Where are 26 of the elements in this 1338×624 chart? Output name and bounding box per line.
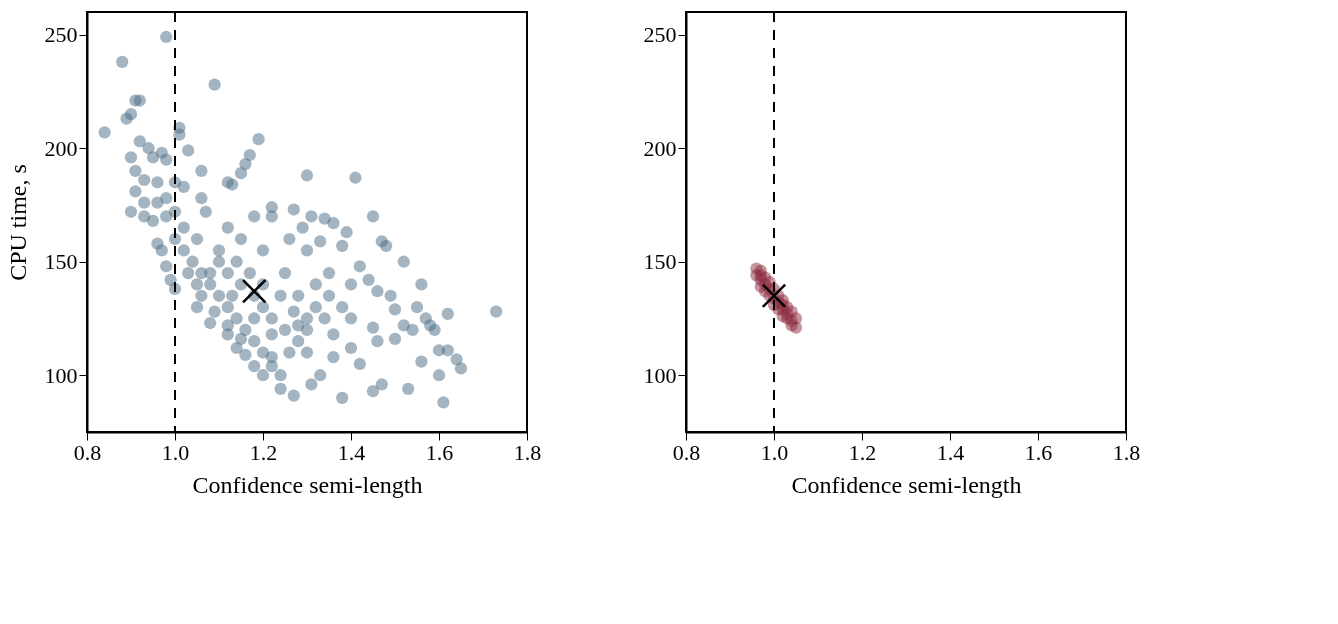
x-tick-label: 0.8: [672, 439, 701, 465]
point: [754, 269, 767, 282]
y-tick-label: 200: [44, 135, 78, 161]
y-tick-label: 250: [44, 22, 78, 48]
x-tick-label: 1.0: [760, 439, 789, 465]
x-tick-label: 1.2: [848, 439, 877, 465]
x-tick-label: 0.8: [73, 439, 102, 465]
x-tick-label: 1.4: [936, 439, 965, 465]
x-tick-label: 1.6: [425, 439, 454, 465]
x-tick-label: 1.0: [161, 439, 190, 465]
y-tick-label: 200: [643, 135, 677, 161]
x-tick-label: 1.2: [249, 439, 278, 465]
y-axis-title: CPU time, s: [4, 164, 31, 281]
y-tick-label: 100: [44, 362, 78, 388]
point: [789, 321, 803, 334]
y-tick-label: 150: [44, 249, 78, 275]
x-tick-label: 1.4: [337, 439, 366, 465]
x-tick-label: 1.6: [1024, 439, 1053, 465]
y-tick-label: 250: [643, 22, 677, 48]
point: [761, 283, 787, 309]
x-tick-label: 1.8: [1112, 439, 1141, 465]
x-axis-title: Confidence semi-length: [192, 471, 423, 498]
x-tick-label: 1.8: [513, 439, 542, 465]
y-tick-label: 150: [643, 249, 677, 275]
y-tick-label: 100: [643, 362, 677, 388]
x-axis-title: Confidence semi-length: [791, 471, 1022, 498]
